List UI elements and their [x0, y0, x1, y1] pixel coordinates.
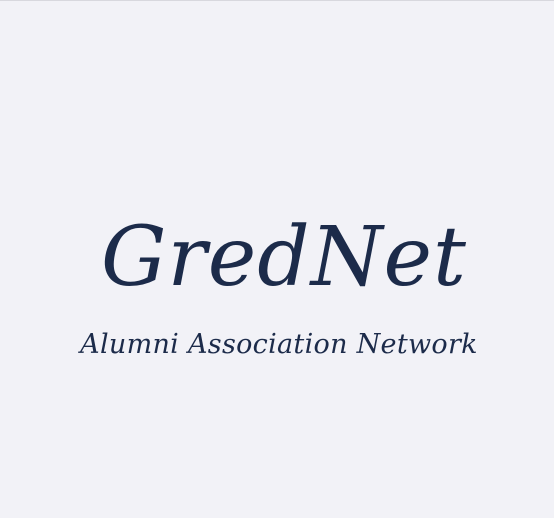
brand-name: GredNet — [101, 210, 467, 305]
tagline: Alumni Association Network — [77, 329, 478, 360]
